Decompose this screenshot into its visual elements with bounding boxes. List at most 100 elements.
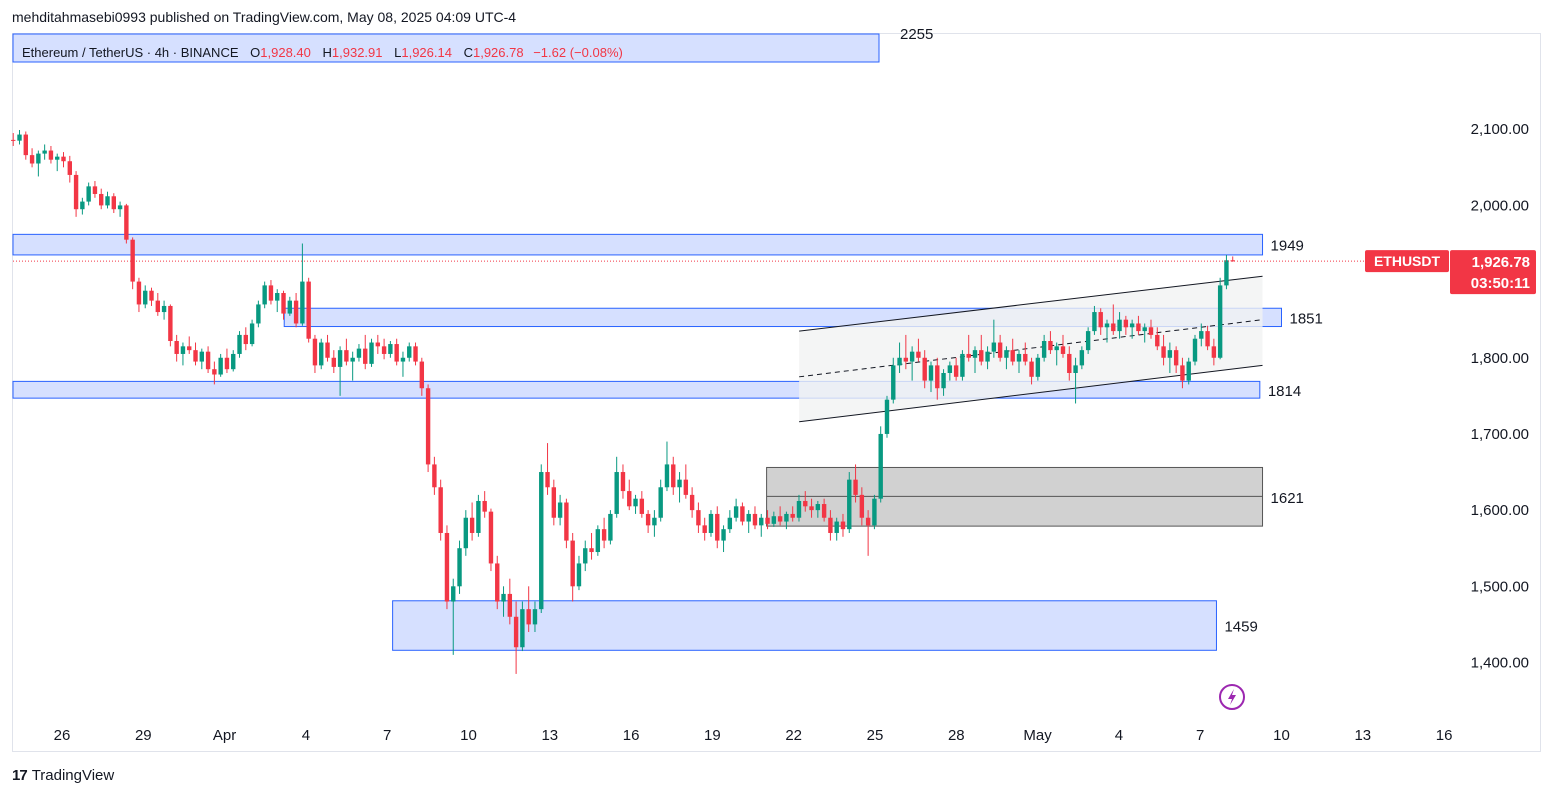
candle-body[interactable]: [652, 517, 657, 526]
candle-body[interactable]: [966, 353, 971, 358]
candle-body[interactable]: [683, 479, 689, 495]
candle-body[interactable]: [413, 346, 418, 362]
candle-body[interactable]: [224, 357, 230, 370]
candle-body[interactable]: [1073, 365, 1078, 373]
candle-body[interactable]: [488, 511, 494, 564]
candle-body[interactable]: [557, 502, 563, 518]
candle-body[interactable]: [1117, 319, 1122, 332]
candle-body[interactable]: [444, 532, 450, 602]
candle-body[interactable]: [897, 357, 902, 366]
candle-body[interactable]: [11, 139, 16, 141]
candle-body[interactable]: [1224, 260, 1229, 286]
candle-body[interactable]: [1035, 357, 1041, 377]
candle-body[interactable]: [733, 506, 739, 518]
candle-body[interactable]: [161, 305, 167, 313]
candle-body[interactable]: [61, 156, 66, 162]
candle-body[interactable]: [1148, 327, 1154, 335]
candle-body[interactable]: [136, 281, 142, 305]
candle-body[interactable]: [991, 342, 997, 352]
candle-body[interactable]: [463, 517, 469, 549]
candle-body[interactable]: [319, 342, 324, 366]
candle-body[interactable]: [872, 498, 877, 526]
candle-body[interactable]: [1136, 323, 1141, 332]
candle-body[interactable]: [281, 293, 286, 314]
candle-body[interactable]: [1041, 341, 1047, 358]
footer-brand[interactable]: 17 TradingView: [12, 767, 114, 784]
candle-body[interactable]: [803, 500, 808, 507]
candle-body[interactable]: [149, 290, 154, 301]
candle-body[interactable]: [790, 513, 795, 518]
candle-body[interactable]: [438, 487, 443, 533]
candle-body[interactable]: [482, 500, 487, 512]
candle-body[interactable]: [941, 373, 946, 389]
candle-body[interactable]: [708, 513, 714, 533]
candle-body[interactable]: [1155, 334, 1160, 347]
candle-body[interactable]: [551, 487, 557, 518]
candle-body[interactable]: [985, 351, 990, 362]
lightning-icon[interactable]: [1219, 684, 1245, 710]
candle-body[interactable]: [1104, 323, 1110, 328]
candle-body[interactable]: [639, 498, 645, 514]
candle-body[interactable]: [865, 517, 871, 526]
candle-body[interactable]: [243, 334, 249, 345]
candle-body[interactable]: [702, 525, 707, 533]
candle-body[interactable]: [1048, 341, 1053, 351]
candle-body[interactable]: [840, 521, 846, 530]
candle-body[interactable]: [671, 464, 676, 488]
candle-body[interactable]: [42, 150, 47, 154]
candle-body[interactable]: [796, 500, 802, 518]
candle-body[interactable]: [130, 239, 135, 282]
candle-body[interactable]: [664, 464, 670, 488]
candle-body[interactable]: [765, 517, 770, 524]
candle-body[interactable]: [545, 472, 550, 488]
candle-body[interactable]: [501, 593, 506, 602]
candle-body[interactable]: [174, 341, 179, 354]
candle-body[interactable]: [513, 616, 519, 648]
candle-body[interactable]: [620, 472, 626, 492]
ticker-badge[interactable]: [1365, 250, 1449, 273]
candle-body[interactable]: [614, 472, 619, 514]
candle-body[interactable]: [469, 517, 475, 533]
candle-body[interactable]: [777, 516, 783, 522]
zone-1459[interactable]: [392, 600, 1217, 651]
candle-body[interactable]: [815, 504, 821, 511]
candle-body[interactable]: [947, 365, 953, 373]
candle-body[interactable]: [1079, 350, 1085, 366]
candle-body[interactable]: [457, 548, 462, 587]
channel-lower-line[interactable]: [799, 364, 1263, 423]
price-badge[interactable]: [1450, 250, 1536, 295]
candle-body[interactable]: [1004, 350, 1009, 358]
candle-body[interactable]: [859, 494, 865, 518]
candle-body[interactable]: [539, 472, 544, 610]
candle-body[interactable]: [645, 513, 651, 526]
candle-body[interactable]: [350, 357, 355, 362]
candle-body[interactable]: [363, 348, 368, 364]
candle-body[interactable]: [205, 351, 211, 370]
candle-body[interactable]: [903, 357, 909, 362]
candle-body[interactable]: [180, 346, 186, 354]
candle-body[interactable]: [451, 586, 456, 602]
candle-body[interactable]: [262, 285, 267, 305]
candle-body[interactable]: [928, 365, 934, 381]
candle-body[interactable]: [1199, 331, 1204, 339]
candle-body[interactable]: [721, 529, 726, 541]
candle-body[interactable]: [953, 365, 959, 377]
candle-body[interactable]: [821, 504, 827, 518]
candle-body[interactable]: [432, 464, 437, 488]
candle-body[interactable]: [979, 350, 984, 362]
candle-body[interactable]: [168, 305, 173, 342]
candle-body[interactable]: [1192, 338, 1198, 362]
candle-body[interactable]: [1211, 346, 1217, 358]
candle-body[interactable]: [400, 357, 406, 362]
candle-body[interactable]: [92, 186, 98, 194]
candle-body[interactable]: [583, 548, 588, 564]
candle-body[interactable]: [922, 357, 927, 381]
candle-body[interactable]: [476, 500, 481, 533]
candle-body[interactable]: [356, 348, 362, 358]
candle-body[interactable]: [231, 353, 236, 370]
candle-body[interactable]: [237, 334, 242, 354]
candle-body[interactable]: [249, 323, 255, 345]
candle-body[interactable]: [1167, 350, 1173, 358]
candle-body[interactable]: [1173, 350, 1179, 366]
candle-body[interactable]: [23, 134, 28, 156]
